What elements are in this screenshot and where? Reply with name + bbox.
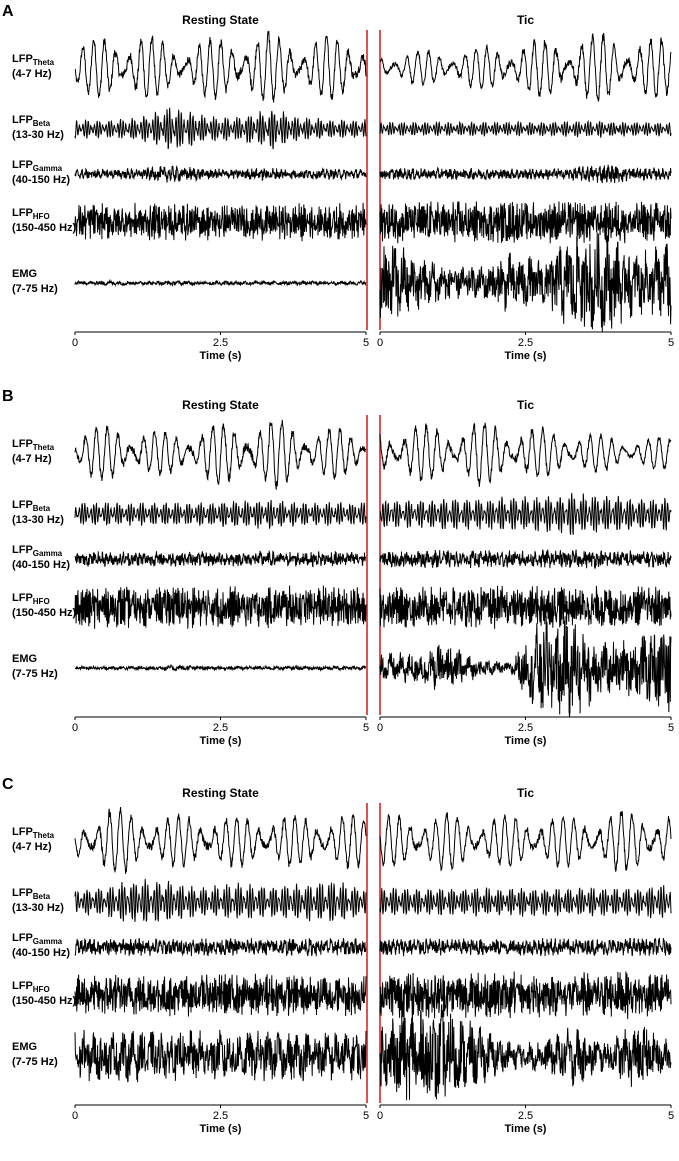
trace-beta-tic [379, 885, 672, 919]
x-axis-label: Time (s) [505, 350, 547, 362]
trace-hfo-tic [379, 971, 672, 1020]
row-band-label: (7-75 Hz) [12, 668, 58, 680]
column-title: Tic [517, 398, 534, 412]
row-band-label: (4-7 Hz) [12, 68, 52, 80]
row-label: EMG [12, 653, 37, 665]
trace-gamma-rest [74, 937, 367, 957]
trace-beta-tic [379, 119, 672, 138]
trace-theta-tic [379, 422, 672, 487]
trace-gamma-rest [74, 165, 367, 183]
x-tick-label: 0 [377, 722, 383, 734]
row-label: LFPHFO [12, 980, 50, 994]
trace-hfo-rest [74, 973, 367, 1017]
row-band-label: (13-30 Hz) [12, 902, 64, 914]
row-band-label: (150-450 Hz) [12, 222, 77, 234]
row-band-label: (4-7 Hz) [12, 453, 52, 465]
row-band-label: (7-75 Hz) [12, 1056, 58, 1068]
x-tick-label: 2.5 [518, 337, 533, 349]
x-tick-label: 5 [363, 722, 369, 734]
panel-label: B [2, 388, 14, 405]
panel-C: C Resting State 0 2.5 5 Time (s) Tic 0 2.5 5 Time … [2, 776, 674, 1135]
trace-emg-rest [74, 279, 367, 288]
panel-label: C [2, 776, 14, 793]
x-tick-label: 2.5 [213, 722, 228, 734]
row-band-label: (13-30 Hz) [12, 129, 64, 141]
row-label: LFPTheta [12, 438, 55, 452]
trace-emg-rest [74, 1029, 367, 1083]
x-tick-label: 0 [377, 337, 383, 349]
row-label: LFPGamma [12, 544, 63, 558]
x-axis-label: Time (s) [505, 1123, 547, 1135]
column-title: Resting State [182, 398, 259, 412]
trace-gamma-tic [379, 164, 672, 184]
panel-A: A Resting State 0 2.5 5 Time (s) Tic 0 2.5 5 Time … [2, 3, 674, 362]
x-axis-label: Time (s) [200, 1123, 242, 1135]
panel-label: A [2, 3, 14, 20]
row-label: LFPBeta [12, 114, 51, 128]
column-title: Tic [517, 13, 534, 27]
x-tick-label: 0 [72, 722, 78, 734]
x-tick-label: 2.5 [518, 1110, 533, 1122]
row-band-label: (7-75 Hz) [12, 283, 58, 295]
x-tick-label: 5 [668, 337, 674, 349]
row-label: LFPBeta [12, 499, 51, 513]
trace-emg-tic [379, 616, 672, 717]
row-label: LFPBeta [12, 887, 51, 901]
row-label: LFPHFO [12, 207, 50, 221]
trace-hfo-tic [379, 585, 672, 629]
x-tick-label: 2.5 [213, 1110, 228, 1122]
trace-beta-rest [74, 878, 367, 922]
row-band-label: (13-30 Hz) [12, 514, 64, 526]
x-tick-label: 5 [363, 337, 369, 349]
trace-beta-rest [74, 107, 367, 150]
row-band-label: (150-450 Hz) [12, 607, 77, 619]
x-tick-label: 2.5 [213, 337, 228, 349]
x-axis-label: Time (s) [200, 350, 242, 362]
row-label: EMG [12, 268, 37, 280]
x-axis-label: Time (s) [505, 735, 547, 747]
column-title: Resting State [182, 13, 259, 27]
trace-emg-rest [74, 664, 367, 672]
x-tick-label: 5 [668, 722, 674, 734]
x-tick-label: 5 [363, 1110, 369, 1122]
x-tick-label: 0 [377, 1110, 383, 1122]
x-axis-label: Time (s) [200, 735, 242, 747]
trace-theta-rest [74, 419, 367, 490]
trace-hfo-rest [74, 585, 367, 629]
row-label: LFPTheta [12, 53, 55, 67]
column-title: Resting State [182, 786, 259, 800]
row-label: LFPTheta [12, 826, 55, 840]
trace-theta-tic [379, 810, 672, 873]
trace-gamma-tic [379, 549, 672, 570]
row-label: LFPHFO [12, 592, 50, 606]
row-band-label: (150-450 Hz) [12, 995, 77, 1007]
row-band-label: (40-150 Hz) [12, 174, 70, 186]
trace-emg-tic [379, 232, 672, 333]
trace-hfo-tic [379, 201, 672, 244]
trace-theta-rest [74, 30, 367, 103]
x-tick-label: 2.5 [518, 722, 533, 734]
trace-hfo-rest [74, 202, 367, 242]
column-title: Tic [517, 786, 534, 800]
trace-theta-tic [379, 32, 672, 103]
trace-theta-rest [74, 807, 367, 874]
row-label: LFPGamma [12, 159, 63, 173]
row-band-label: (40-150 Hz) [12, 947, 70, 959]
row-band-label: (4-7 Hz) [12, 841, 52, 853]
trace-gamma-tic [379, 937, 672, 957]
trace-gamma-rest [74, 549, 367, 568]
x-tick-label: 0 [72, 1110, 78, 1122]
trace-beta-tic [379, 492, 672, 535]
row-label: LFPGamma [12, 932, 63, 946]
panel-B: B Resting State 0 2.5 5 Time (s) Tic 0 2.5 5 Time … [2, 388, 674, 747]
x-tick-label: 5 [668, 1110, 674, 1122]
trace-emg-tic [379, 1004, 672, 1101]
row-band-label: (40-150 Hz) [12, 559, 70, 571]
row-label: EMG [12, 1041, 37, 1053]
trace-beta-rest [74, 499, 367, 529]
x-tick-label: 0 [72, 337, 78, 349]
